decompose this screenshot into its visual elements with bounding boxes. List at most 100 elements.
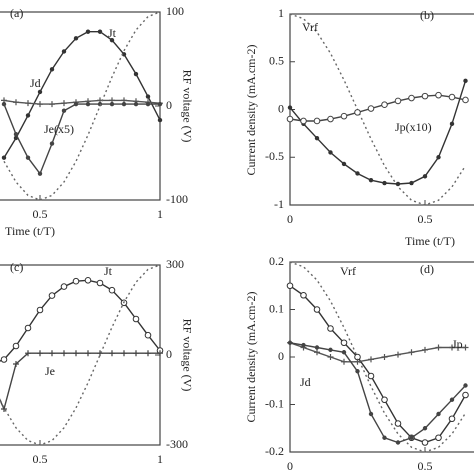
marker xyxy=(37,171,43,176)
marker xyxy=(409,180,414,186)
x-tick-label: 0 xyxy=(287,459,293,473)
marker xyxy=(121,52,127,57)
marker xyxy=(1,101,7,107)
marker xyxy=(435,344,442,351)
marker xyxy=(408,349,415,356)
marker xyxy=(395,181,401,187)
marker xyxy=(97,101,103,107)
marker xyxy=(327,354,334,360)
marker xyxy=(24,324,32,332)
marker xyxy=(121,101,127,107)
marker xyxy=(287,340,293,345)
panel-label: (a) xyxy=(10,6,23,20)
y-tick-label: 0.1 xyxy=(269,301,284,315)
y2-tick-label: -300 xyxy=(166,437,188,451)
plot-frame xyxy=(289,13,474,206)
y-tick-label: 0.2 xyxy=(269,254,284,268)
series-line xyxy=(289,342,467,444)
y2-tick-label: 0 xyxy=(166,98,172,112)
x-tick-label: 0.5 xyxy=(33,207,48,221)
marker xyxy=(394,420,402,427)
marker xyxy=(49,350,55,357)
marker xyxy=(421,439,429,446)
marker xyxy=(382,435,387,440)
marker xyxy=(97,350,103,357)
marker xyxy=(340,112,348,120)
marker xyxy=(327,115,334,123)
marker xyxy=(328,347,333,353)
marker xyxy=(109,101,115,107)
y-tick-label: -0.1 xyxy=(265,396,284,410)
marker xyxy=(300,117,307,125)
marker xyxy=(73,36,79,41)
marker xyxy=(422,346,428,353)
panel: (c) 0.5 1-300 0 300 RF voltage (V) Jt Je xyxy=(0,257,194,466)
marker xyxy=(37,89,43,95)
x-axis-label: Time (t/T) xyxy=(405,234,455,248)
x-tick-label: 0.5 xyxy=(33,452,48,466)
marker xyxy=(395,351,401,358)
series-label: Je(x5) xyxy=(44,122,74,136)
x-tick-label: 1 xyxy=(157,207,163,221)
series-line xyxy=(289,261,467,453)
marker xyxy=(61,108,67,113)
x-tick-label: 0.5 xyxy=(418,459,433,473)
series-label: Jd xyxy=(300,375,311,389)
series-label: Jd xyxy=(30,76,41,90)
marker xyxy=(449,121,455,127)
marker xyxy=(132,315,140,323)
marker xyxy=(25,350,31,357)
series-line xyxy=(3,11,161,201)
marker xyxy=(449,397,455,402)
marker xyxy=(368,356,374,363)
marker xyxy=(133,71,139,77)
panel-label: (c) xyxy=(10,260,23,274)
marker xyxy=(145,101,151,107)
marker xyxy=(313,117,321,125)
marker xyxy=(72,277,80,285)
marker xyxy=(36,306,44,314)
series-line xyxy=(289,13,467,206)
marker xyxy=(49,101,55,108)
marker xyxy=(37,350,43,357)
marker xyxy=(435,91,442,99)
marker xyxy=(422,174,428,179)
marker xyxy=(133,350,139,357)
marker xyxy=(61,350,67,357)
marker xyxy=(13,99,19,106)
marker xyxy=(341,358,347,365)
marker xyxy=(463,78,468,84)
marker xyxy=(109,350,115,357)
marker xyxy=(341,350,347,355)
marker xyxy=(1,155,7,160)
marker xyxy=(61,49,67,54)
series-label: Je xyxy=(45,364,55,378)
marker xyxy=(96,279,104,287)
marker xyxy=(435,434,442,442)
marker xyxy=(327,325,334,332)
x-axis-label: Time (t/T) xyxy=(5,224,55,238)
marker xyxy=(25,113,31,118)
marker xyxy=(314,135,320,141)
marker xyxy=(48,292,56,299)
series-label: Jp(x10) xyxy=(395,120,432,134)
y-tick-label: 0.5 xyxy=(269,54,284,68)
series-line xyxy=(0,352,160,412)
marker xyxy=(368,177,374,183)
marker xyxy=(13,361,19,367)
marker xyxy=(408,94,415,102)
marker xyxy=(109,38,115,43)
y-axis-label: Current density (mA.cm-2) xyxy=(244,45,258,176)
y-tick-label: -0.2 xyxy=(265,444,284,458)
marker xyxy=(13,132,19,137)
y2-tick-label: 0 xyxy=(166,347,172,361)
marker xyxy=(381,354,388,360)
series-label: Vrf xyxy=(302,20,318,34)
marker xyxy=(422,426,428,431)
series-line xyxy=(289,94,466,122)
marker xyxy=(313,306,321,313)
y2-axis-label: RF voltage (V) xyxy=(180,70,194,143)
marker xyxy=(354,109,361,116)
marker xyxy=(133,101,139,107)
